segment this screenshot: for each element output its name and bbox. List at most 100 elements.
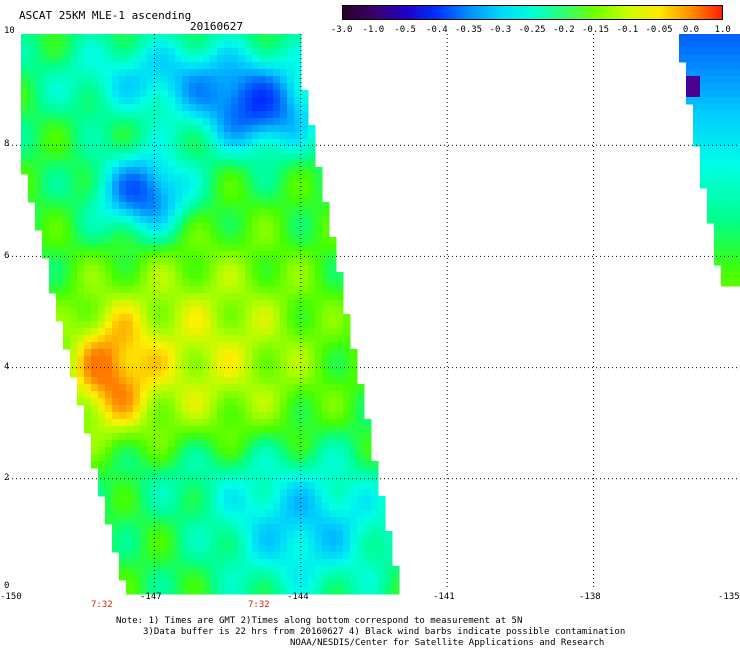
- swath-cell: [21, 69, 29, 77]
- swath-cell: [315, 440, 323, 448]
- swath-cell: [154, 321, 162, 329]
- swath-cell: [259, 132, 267, 140]
- swath-cell: [147, 573, 155, 581]
- swath-cell: [364, 475, 372, 483]
- swath-cell: [196, 328, 204, 336]
- swath-cell: [252, 468, 260, 476]
- swath-cell: [259, 384, 267, 392]
- swath-cell: [371, 510, 379, 518]
- swath-cell: [224, 454, 232, 462]
- swath-cell: [280, 118, 288, 126]
- swath-cell: [168, 41, 176, 49]
- swath-cell: [189, 517, 197, 525]
- swath-cell: [182, 55, 190, 63]
- swath-cell: [245, 167, 253, 175]
- swath-cell: [140, 356, 148, 364]
- swath-cell: [231, 489, 239, 497]
- swath-cell: [336, 307, 344, 315]
- swath-cell: [105, 237, 113, 245]
- swath-cell: [343, 363, 351, 371]
- swath-cell: [252, 62, 260, 70]
- swath-cell: [245, 62, 253, 70]
- swath-cell: [91, 139, 99, 147]
- swath-cell: [231, 223, 239, 231]
- swath-cell: [245, 216, 253, 224]
- swath-cell: [217, 125, 225, 133]
- swath-cell: [56, 174, 64, 182]
- swath-cell: [224, 412, 232, 420]
- swath-cell: [343, 552, 351, 560]
- swath-cell: [273, 181, 281, 189]
- swath-cell: [182, 62, 190, 70]
- swath-cell: [175, 335, 183, 343]
- swath-cell: [217, 41, 225, 49]
- swath-cell: [336, 405, 344, 413]
- swath-cell: [231, 510, 239, 518]
- swath-cell: [168, 34, 176, 42]
- swath-cell: [301, 90, 309, 98]
- swath-cell: [252, 272, 260, 280]
- swath-cell: [189, 503, 197, 511]
- swath-cell: [168, 349, 176, 357]
- swath-cell: [308, 349, 316, 357]
- swath-cell: [147, 118, 155, 126]
- swath-cell: [119, 552, 127, 560]
- swath-cell: [700, 69, 708, 77]
- swath-cell: [252, 209, 260, 217]
- swath-cell: [63, 300, 71, 308]
- swath-cell: [294, 111, 302, 119]
- swath-cell: [280, 300, 288, 308]
- swath-cell: [189, 426, 197, 434]
- swath-cell: [693, 125, 701, 133]
- swath-cell: [196, 377, 204, 385]
- swath-cell: [238, 223, 246, 231]
- swath-cell: [301, 146, 309, 154]
- swath-cell: [112, 167, 120, 175]
- swath-cell: [728, 223, 736, 231]
- swath-cell: [112, 258, 120, 266]
- swath-cell: [252, 398, 260, 406]
- swath-cell: [182, 517, 190, 525]
- swath-cell: [280, 335, 288, 343]
- swath-cell: [707, 69, 715, 77]
- swath-cell: [84, 412, 92, 420]
- swath-cell: [294, 209, 302, 217]
- swath-cell: [28, 90, 36, 98]
- swath-cell: [350, 349, 358, 357]
- swath-cell: [294, 195, 302, 203]
- swath-cell: [273, 160, 281, 168]
- swath-cell: [35, 216, 43, 224]
- swath-cell: [287, 384, 295, 392]
- swath-cell: [168, 461, 176, 469]
- swath-cell: [175, 587, 183, 595]
- swath-cell: [182, 552, 190, 560]
- swath-cell: [35, 139, 43, 147]
- swath-cell: [203, 62, 211, 70]
- swath-cell: [693, 83, 701, 91]
- swath-cell: [245, 286, 253, 294]
- swath-cell: [721, 195, 729, 203]
- swath-cell: [287, 307, 295, 315]
- swath-cell: [322, 419, 330, 427]
- swath-cell: [154, 174, 162, 182]
- swath-cell: [175, 153, 183, 161]
- swath-cell: [308, 195, 316, 203]
- swath-cell: [112, 111, 120, 119]
- swath-cell: [49, 90, 57, 98]
- swath-cell: [84, 279, 92, 287]
- swath-cell: [154, 342, 162, 350]
- swath-cell: [294, 517, 302, 525]
- swath-cell: [217, 580, 225, 588]
- swath-cell: [105, 188, 113, 196]
- swath-cell: [112, 447, 120, 455]
- swath-cell: [231, 76, 239, 84]
- swath-cell: [140, 104, 148, 112]
- swath-cell: [322, 286, 330, 294]
- swath-cell: [119, 524, 127, 532]
- swath-cell: [707, 167, 715, 175]
- swath-cell: [273, 118, 281, 126]
- swath-cell: [707, 62, 715, 70]
- swath-cell: [301, 97, 309, 105]
- swath-cell: [343, 391, 351, 399]
- swath-cell: [238, 503, 246, 511]
